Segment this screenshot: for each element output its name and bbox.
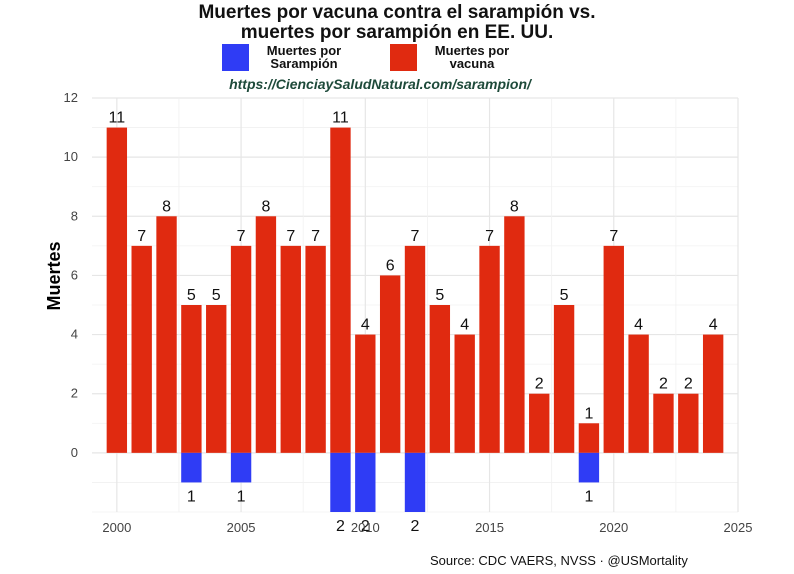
data-label-vaccine-2009: 11 — [332, 110, 349, 127]
data-label-vaccine-2020: 7 — [609, 228, 618, 245]
x-tick-label: 2005 — [227, 520, 256, 535]
data-label-vaccine-2008: 7 — [311, 228, 320, 245]
bar-vaccine-2019 — [578, 423, 600, 453]
legend-label-measles-line2: Sarampión — [270, 56, 338, 71]
bar-vaccine-2008 — [305, 245, 326, 453]
bar-vaccine-2005 — [230, 245, 252, 453]
y-tick-label: 8 — [71, 208, 78, 223]
data-label-vaccine-2023: 2 — [684, 376, 693, 393]
data-label-vaccine-2006: 8 — [261, 198, 270, 215]
data-label-measles-2012: 2 — [411, 518, 420, 535]
bar-measles-2010 — [355, 452, 376, 512]
bar-vaccine-2012 — [404, 245, 426, 453]
bar-vaccine-2014 — [454, 334, 475, 453]
data-label-vaccine-2002: 8 — [162, 198, 171, 215]
data-label-vaccine-2011: 6 — [386, 257, 395, 274]
bar-vaccine-2021 — [628, 334, 649, 453]
data-label-measles-2003: 1 — [187, 488, 196, 505]
y-tick-label: 2 — [71, 386, 78, 401]
x-tick-label: 2015 — [475, 520, 504, 535]
data-label-vaccine-2014: 4 — [460, 317, 469, 334]
legend-label-measles: Muertes por Sarampión — [255, 44, 353, 70]
legend-swatch-measles — [222, 44, 249, 71]
data-label-vaccine-2016: 8 — [510, 198, 519, 215]
bar-vaccine-2002 — [156, 216, 177, 453]
legend-swatch-vaccine — [390, 44, 417, 71]
bar-vaccine-2001 — [131, 245, 152, 453]
data-label-vaccine-2021: 4 — [634, 317, 643, 334]
bar-vaccine-2013 — [429, 305, 451, 453]
y-tick-label: 12 — [64, 90, 78, 105]
data-label-vaccine-2001: 7 — [137, 228, 146, 245]
data-label-measles-2005: 1 — [237, 488, 246, 505]
bar-vaccine-2010 — [355, 334, 376, 453]
data-label-measles-2010: 2 — [361, 518, 370, 535]
bar-vaccine-2020 — [603, 245, 624, 453]
bar-vaccine-2017 — [529, 393, 550, 453]
y-tick-label: 0 — [71, 445, 78, 460]
data-label-vaccine-2013: 5 — [435, 287, 444, 304]
bar-vaccine-2022 — [653, 393, 674, 453]
data-label-vaccine-2010: 4 — [361, 317, 370, 334]
data-label-vaccine-2018: 5 — [560, 287, 569, 304]
bar-vaccine-2006 — [255, 216, 277, 453]
bar-vaccine-2009 — [330, 127, 351, 453]
y-axis-title: Muertes — [44, 241, 64, 310]
bar-vaccine-2023 — [678, 393, 699, 453]
data-label-vaccine-2017: 2 — [535, 376, 544, 393]
data-label-vaccine-2003: 5 — [187, 287, 196, 304]
bar-vaccine-2000 — [106, 127, 128, 453]
data-label-vaccine-2015: 7 — [485, 228, 494, 245]
x-tick-label: 2025 — [724, 520, 753, 535]
data-label-vaccine-2019: 1 — [584, 405, 593, 422]
chart-title-line2: muertes por sarampión en EE. UU. — [240, 22, 554, 43]
legend-label-vaccine-line1: Muertes por — [434, 43, 510, 58]
data-label-vaccine-2024: 4 — [709, 317, 718, 334]
chart-subtitle-url: https://CienciaySaludNatural.com/sarampi… — [229, 76, 531, 92]
bar-vaccine-2016 — [504, 216, 525, 453]
legend-label-measles-line1: Muertes por — [266, 43, 342, 58]
bar-vaccine-2011 — [379, 275, 401, 453]
chart-source: Source: CDC VAERS, NVSS · @USMortality — [430, 553, 688, 568]
legend-label-vaccine-line2: vacuna — [449, 56, 495, 71]
data-label-vaccine-2000: 11 — [109, 110, 126, 127]
data-label-vaccine-2007: 7 — [286, 228, 295, 245]
x-tick-label: 2020 — [599, 520, 628, 535]
data-label-vaccine-2012: 7 — [411, 228, 420, 245]
data-label-vaccine-2022: 2 — [659, 376, 668, 393]
data-label-measles-2019: 1 — [584, 488, 593, 505]
x-tick-label: 2000 — [102, 520, 131, 535]
bar-vaccine-2024 — [702, 334, 724, 453]
bar-vaccine-2004 — [206, 305, 227, 453]
y-tick-label: 4 — [71, 327, 78, 342]
bar-measles-2019 — [578, 452, 600, 483]
y-tick-label: 10 — [64, 149, 78, 164]
x-tick-label: 2010 — [351, 520, 380, 535]
bar-vaccine-2018 — [553, 305, 575, 453]
y-tick-label: 6 — [71, 267, 78, 282]
bar-measles-2009 — [330, 452, 351, 512]
data-label-vaccine-2004: 5 — [212, 287, 221, 304]
chart-title-line1: Muertes por vacuna contra el sarampión v… — [198, 2, 596, 23]
bar-measles-2003 — [181, 452, 202, 483]
data-label-measles-2009: 2 — [336, 518, 345, 535]
bar-measles-2005 — [230, 452, 252, 483]
chart-bars — [106, 127, 724, 512]
legend-label-vaccine: Muertes por vacuna — [423, 44, 521, 70]
bar-vaccine-2007 — [280, 245, 301, 453]
bar-vaccine-2015 — [479, 245, 500, 453]
data-label-vaccine-2005: 7 — [237, 228, 246, 245]
bar-measles-2012 — [404, 452, 426, 512]
bar-vaccine-2003 — [181, 305, 202, 453]
